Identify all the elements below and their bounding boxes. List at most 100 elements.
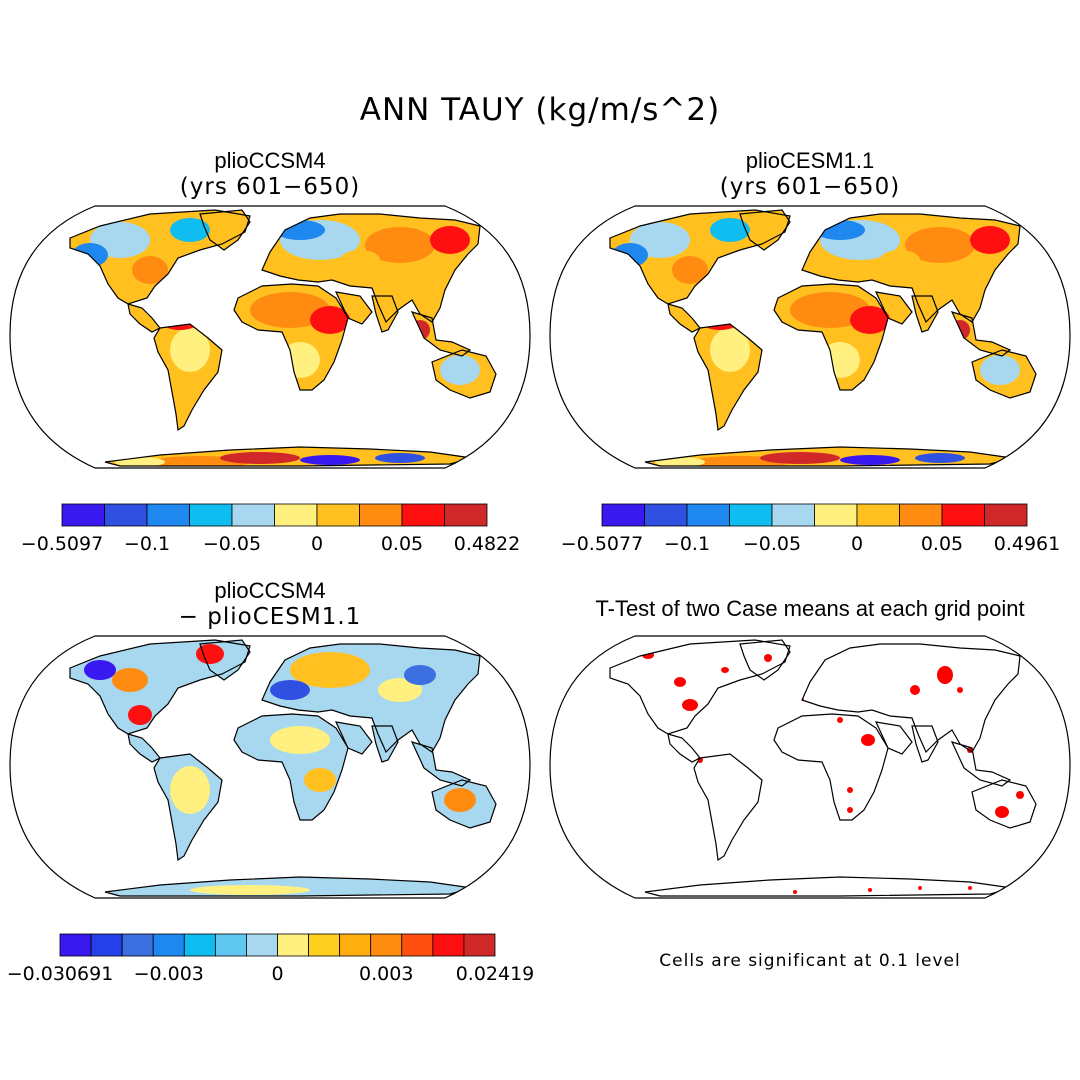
coastline-northAmerica <box>69 639 251 735</box>
colorbar-swatch <box>277 933 309 957</box>
colorbar-tick-label: −0.003 <box>134 963 204 985</box>
coastline-africa <box>233 713 349 821</box>
colorbar-tick-label: 0.05 <box>921 533 963 555</box>
field-patch <box>250 292 330 328</box>
significant-cell <box>847 787 853 793</box>
colorbar-tick-label: 0.4961 <box>994 533 1060 555</box>
colorbar-tick-label: 0 <box>851 533 863 555</box>
field-patch <box>310 306 350 334</box>
coastline-centralAmerica <box>667 733 701 763</box>
significant-cell <box>674 677 686 687</box>
colorbar-3: −0.030691 −0.003 0 0.003 0.02419 <box>7 933 534 985</box>
colorbar-swatch <box>463 933 496 957</box>
field-patch <box>112 668 148 692</box>
coastline-eurasia <box>261 643 481 754</box>
field-patch <box>170 218 210 242</box>
field-patch <box>440 355 480 385</box>
field-patch <box>365 227 435 263</box>
panel-1-subtitle: (yrs 601−650) <box>179 174 361 200</box>
coastline-northAmerica <box>69 209 251 305</box>
colorbar-swatch <box>231 503 275 527</box>
colorbar-tick-label: −0.5077 <box>561 533 643 555</box>
colorbar-swatch <box>601 503 645 527</box>
field-patch <box>710 218 750 242</box>
colorbar-swatch <box>214 933 247 957</box>
colorbar-swatch <box>359 503 403 527</box>
coastline-centralAmerica <box>127 303 161 333</box>
colorbar-tick-label: 0.05 <box>381 533 423 555</box>
colorbar-tick-label: −0.1 <box>124 533 170 555</box>
colorbar-swatch <box>246 933 278 957</box>
colorbar-swatch <box>308 933 341 957</box>
field-patch <box>300 455 360 465</box>
figure-title: ANN TAUY (kg/m/s^2) <box>359 92 721 128</box>
colorbar-swatch <box>941 503 985 527</box>
coastline-india <box>911 295 939 333</box>
field-patch <box>128 705 152 725</box>
colorbar-swatch <box>984 503 1028 527</box>
colorbar-swatch <box>814 503 858 527</box>
coastline-antarctica <box>104 446 473 467</box>
map-frame <box>549 205 1071 469</box>
coastline-northAmerica <box>609 209 791 305</box>
colorbar-swatch <box>316 503 360 527</box>
significant-cell <box>968 886 972 890</box>
colorbar-swatch <box>432 933 465 957</box>
field-patch <box>905 227 975 263</box>
panel-3-title: plioCCSM4 <box>214 578 326 603</box>
coastline-eurasia <box>801 213 1021 324</box>
coastline-northAmerica <box>609 639 791 735</box>
coastline-greenland <box>739 209 791 251</box>
field-patch <box>404 665 436 685</box>
field-patch <box>970 226 1010 254</box>
colorbar-swatch <box>183 933 216 957</box>
significant-cell <box>861 734 875 746</box>
coastline-centralAmerica <box>667 303 701 333</box>
colorbar-swatch <box>339 933 372 957</box>
map-panel-1 <box>9 205 531 469</box>
colorbar-swatch <box>899 503 943 527</box>
significant-cell <box>847 807 853 813</box>
colorbar-swatch <box>729 503 773 527</box>
field-patch <box>710 328 750 372</box>
coastline-southAmerica <box>153 323 223 432</box>
significant-cell <box>918 886 922 890</box>
coastline-seAsia <box>950 741 1012 787</box>
colorbar-swatch <box>61 503 105 527</box>
panel-2-subtitle: (yrs 601−650) <box>719 174 901 200</box>
colorbar-tick-label: −0.05 <box>743 533 801 555</box>
significant-cell <box>937 666 953 684</box>
colorbar-swatch <box>152 933 185 957</box>
significant-cell <box>793 890 797 894</box>
significance-note: Cells are significant at 0.1 level <box>659 951 961 971</box>
colorbar-swatch <box>146 503 190 527</box>
coastline-southAmerica <box>153 753 223 862</box>
coastline-arabia <box>334 721 373 755</box>
field-patch <box>270 726 330 754</box>
significant-cell <box>868 888 872 892</box>
colorbar-swatch <box>104 503 148 527</box>
field-patch <box>980 355 1020 385</box>
map-panel-3 <box>9 635 531 899</box>
field-patch <box>430 226 470 254</box>
colorbar-swatch <box>121 933 154 957</box>
map-frame <box>9 205 531 469</box>
map-frame <box>549 635 1071 899</box>
colorbar-tick-label: −0.5097 <box>21 533 103 555</box>
colorbar-swatch <box>274 503 318 527</box>
map-frame <box>9 635 531 899</box>
field-patch <box>760 452 840 464</box>
coastline-australia <box>431 779 497 829</box>
colorbar-tick-label: 0.003 <box>359 963 413 985</box>
field-patch <box>672 256 708 284</box>
coastline-australia <box>971 779 1037 829</box>
significant-cell <box>910 685 920 695</box>
map-panel-2 <box>549 205 1071 469</box>
coastline-antarctica <box>644 876 1013 897</box>
panel-2-title: plioCESM1.1 <box>745 148 875 173</box>
coastline-greenland <box>739 639 791 681</box>
coastline-southAmerica <box>693 323 763 432</box>
map-panel-4 <box>549 635 1071 899</box>
colorbar-swatch <box>59 933 92 957</box>
coastline-greenland <box>199 209 251 251</box>
